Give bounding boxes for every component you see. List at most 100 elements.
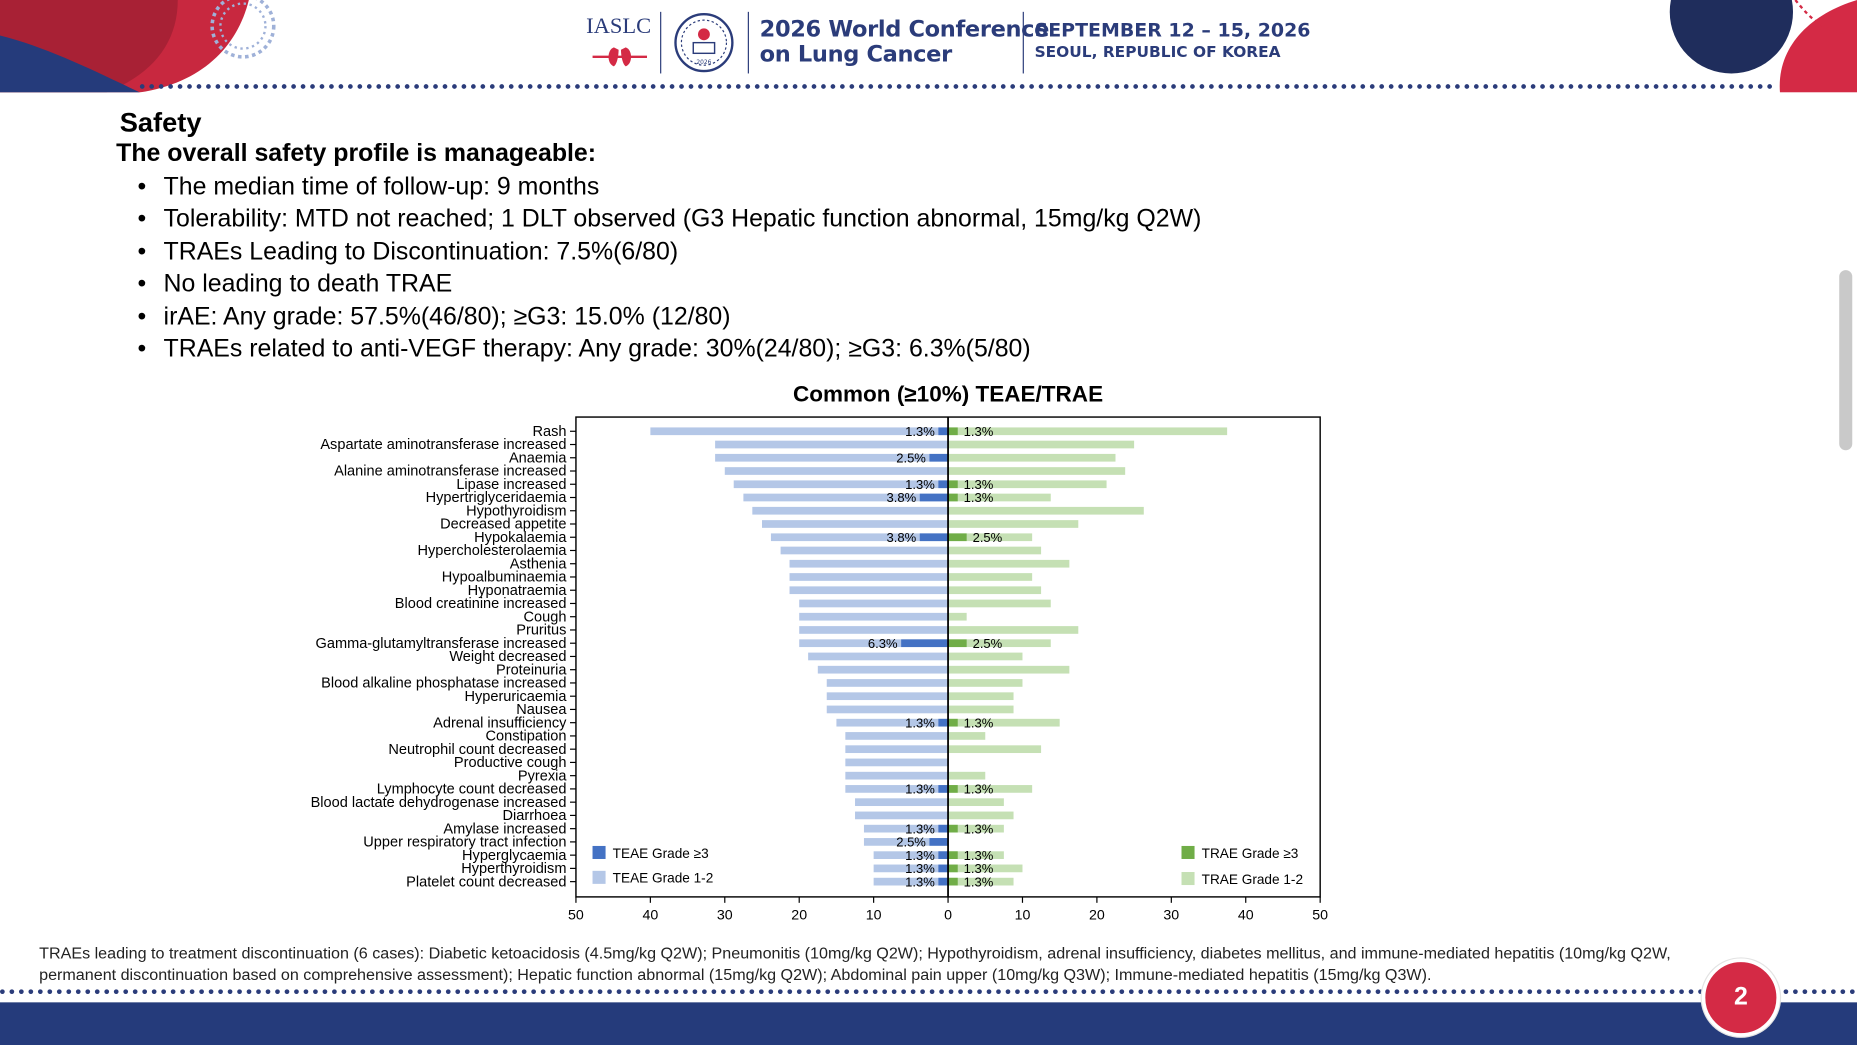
header-left-decoration [0,0,276,93]
trae-grade3-bar [948,639,967,648]
scrollbar-thumb[interactable] [1839,270,1853,451]
teae-grade3-bar [938,480,949,489]
legend-teae-grade12-swatch [592,870,606,884]
teae-value-label: 1.3% [905,874,935,889]
trae-grade3-bar [948,480,958,489]
iaslc-logo: IASLC [583,14,654,73]
teae-grade12-bar [826,705,949,714]
teae-value-label: 3.8% [887,530,917,545]
category-label: Hypoalbuminaemia [442,570,568,586]
teae-grade3-bar [901,639,949,648]
teae-grade3-bar [938,785,949,793]
trae-grade12-bar [948,546,1042,555]
trae-value-label: 1.3% [964,874,994,889]
teae-grade12-bar [715,453,949,462]
trae-grade12-bar [948,798,1004,807]
teae-grade12-bar [873,851,949,859]
trae-grade3-bar [948,718,958,727]
teae-grade12-bar [799,599,949,608]
category-label: Blood creatinine increased [395,596,567,612]
teae-grade12-bar [789,559,949,568]
trae-grade3-bar [948,427,958,436]
x-tick-label: 10 [1015,907,1031,923]
x-tick-label: 30 [1163,907,1179,923]
conference-dates: SEPTEMBER 12 – 15, 2026 [1034,18,1311,42]
trae-value-label: 1.3% [964,715,994,730]
trae-grade12-bar [948,626,1079,634]
x-tick-label: 50 [1312,907,1328,923]
category-label: Decreased appetite [440,517,566,533]
teae-grade12-bar [873,864,949,873]
teae-grade12-bar [799,612,949,621]
category-label: Neutrophil count decreased [388,742,566,758]
trae-grade12-bar [948,427,1228,436]
trae-grade3-bar [948,824,958,833]
category-label: Pruritus [516,623,566,639]
trae-grade12-bar [948,612,967,621]
trae-value-label: 2.5% [973,530,1003,545]
conference-location: SEOUL, REPUBLIC OF KOREA [1034,43,1281,62]
trae-value-label: 1.3% [964,424,994,439]
trae-grade12-bar [948,679,1023,687]
header-right-decoration [1669,0,1857,93]
category-label: Weight decreased [449,649,566,665]
trae-value-label: 1.3% [964,477,994,492]
teae-value-label: 1.3% [905,715,935,730]
legend-teae-grade12-label: TEAE Grade 1-2 [613,871,714,886]
category-label: Amylase increased [443,821,566,837]
teae-grade12-bar [855,811,949,820]
category-label: Nausea [516,702,567,718]
teae-grade12-bar [752,506,949,515]
legend-trae-grade12-swatch [1181,872,1195,886]
teae-grade12-bar [743,493,949,502]
trae-grade12-bar [948,732,986,740]
teae-grade12-bar [845,758,949,767]
category-label: Blood lactate dehydrogenase increased [311,795,567,811]
trae-grade3-bar [948,493,958,502]
trae-grade12-bar [948,692,1014,701]
category-label: Platelet count decreased [406,874,566,890]
bullet-item: • Tolerability: MTD not reached; 1 DLT ob… [137,203,1201,235]
teae-value-label: 2.5% [896,835,926,850]
bullet-item: • TRAEs related to anti-VEGF therapy: Any… [137,333,1201,365]
trae-grade12-bar [948,559,1070,568]
category-label: Upper respiratory tract infection [363,835,566,851]
trae-grade12-bar [948,599,1051,608]
category-label: Hyperuricaemia [464,689,567,705]
category-label: Proteinuria [496,662,567,678]
trae-grade12-bar [948,771,986,780]
teae-grade12-bar [789,586,949,595]
category-label: Asthenia [510,556,568,572]
x-tick-label: 20 [791,907,807,923]
trae-grade12-bar [948,639,1051,648]
category-label: Gamma-glutamyltransferase increased [316,636,567,652]
teae-value-label: 1.3% [905,821,935,836]
teae-value-label: 1.3% [905,848,935,863]
teae-grade12-bar [845,785,949,793]
category-label: Aspartate aminotransferase increased [320,437,566,453]
conference-header [0,0,1857,93]
category-label: Rash [532,424,566,440]
bullet-text: TRAEs Leading to Discontinuation: 7.5%(6… [163,237,679,266]
teae-value-label: 1.3% [905,477,935,492]
category-label: Hypercholesterolaemia [418,543,568,559]
category-label: Lymphocyte count decreased [377,782,567,798]
trae-value-label: 1.3% [964,821,994,836]
teae-grade12-bar [817,665,949,674]
teae-grade12-bar [808,652,949,661]
bullet-item: • irAE: Any grade: 57.5%(46/80); ≥G3: 15.… [137,300,1201,332]
slide-title: Safety [119,106,202,138]
category-label: Lipase increased [456,477,566,493]
trae-grade12-bar [948,877,1014,886]
slide-subtitle: The overall safety profile is manageable… [116,139,597,168]
trae-grade12-bar [948,573,1033,581]
trae-grade12-bar [948,864,1023,873]
bullet-list: • The median time of follow-up: 9 months … [137,171,1201,366]
trae-grade3-bar [948,877,958,886]
category-label: Diarrhoea [503,808,568,824]
trae-grade12-bar [948,705,1014,714]
teae-grade3-bar [929,838,949,846]
teae-grade3-bar [938,718,949,727]
